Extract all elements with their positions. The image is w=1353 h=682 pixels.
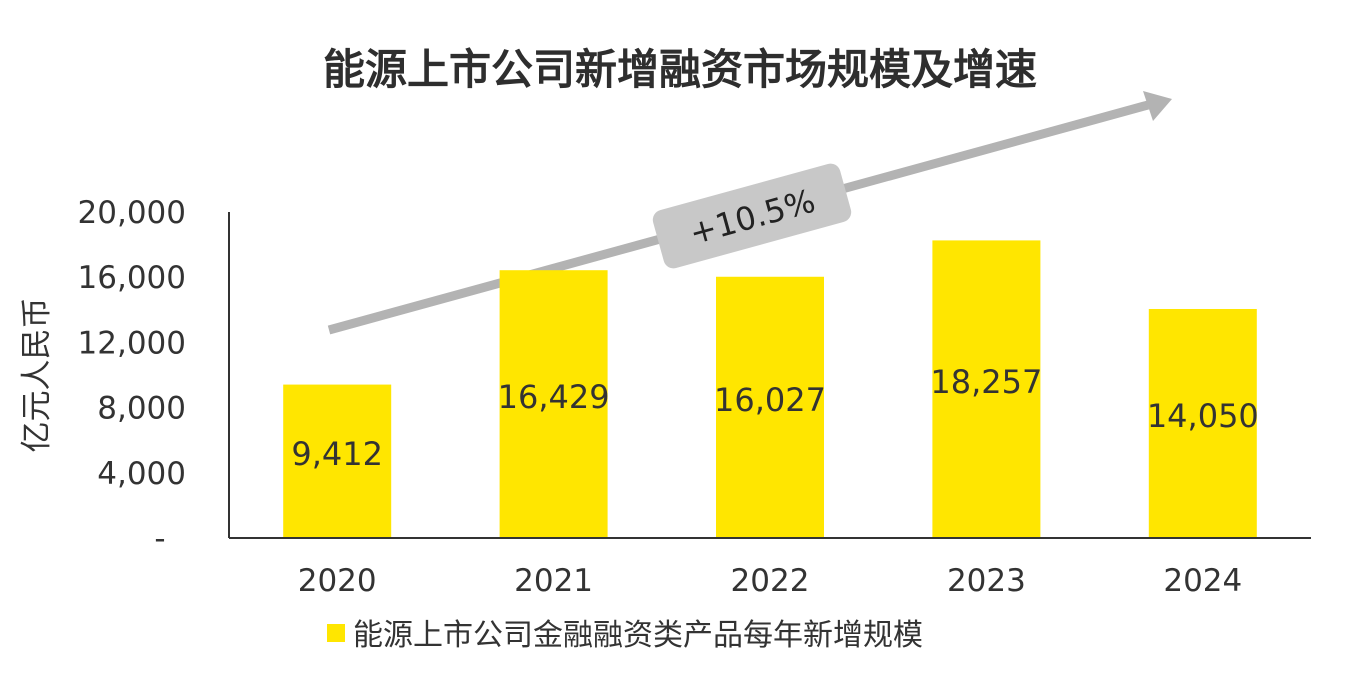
x-tick-label-2020: 2020 bbox=[298, 563, 377, 599]
data-label-2020: 9,412 bbox=[291, 435, 383, 473]
bar-2024 bbox=[1148, 308, 1257, 538]
legend: 能源上市公司金融融资类产品每年新增规模 bbox=[327, 618, 923, 653]
y-tick-label-12000: 12,000 bbox=[78, 325, 186, 361]
data-label-2023: 18,257 bbox=[930, 363, 1042, 401]
legend-label: 能源上市公司金融融资类产品每年新增规模 bbox=[353, 618, 923, 653]
x-tick-label-2024: 2024 bbox=[1163, 563, 1242, 599]
data-label-2022: 16,027 bbox=[714, 381, 826, 419]
bar-2023 bbox=[932, 240, 1041, 539]
data-label-2021: 16,429 bbox=[498, 378, 610, 416]
y-tick-label-8000: 8,000 bbox=[97, 391, 186, 427]
growth-badge bbox=[652, 163, 852, 269]
y-tick-label-4000: 4,000 bbox=[97, 456, 186, 492]
bars-group: 9,412 16,429 16,027 18,257 14,050 bbox=[283, 240, 1259, 539]
x-tick-label-2021: 2021 bbox=[514, 563, 593, 599]
y-tick-label-0: - bbox=[154, 521, 165, 557]
x-tick-label-2022: 2022 bbox=[731, 563, 810, 599]
data-label-2024: 14,050 bbox=[1147, 397, 1259, 435]
bar-2022 bbox=[716, 276, 824, 538]
y-tick-label-16000: 16,000 bbox=[78, 260, 186, 296]
x-tick-label-2023: 2023 bbox=[947, 563, 1026, 599]
y-ticks-group: - 4,000 8,000 12,000 16,000 20,000 bbox=[78, 195, 186, 557]
bar-2020 bbox=[283, 384, 392, 538]
x-ticks-group: 2020 2021 2022 2023 2024 bbox=[298, 563, 1243, 599]
trend-arrow-head bbox=[1143, 91, 1172, 121]
bar-2021 bbox=[499, 270, 608, 538]
y-axis-label: 亿元人民币 bbox=[19, 298, 55, 453]
chart-title: 能源上市公司新增融资市场规模及增速 bbox=[323, 45, 1037, 94]
legend-swatch bbox=[327, 624, 345, 642]
y-tick-label-20000: 20,000 bbox=[78, 195, 186, 231]
